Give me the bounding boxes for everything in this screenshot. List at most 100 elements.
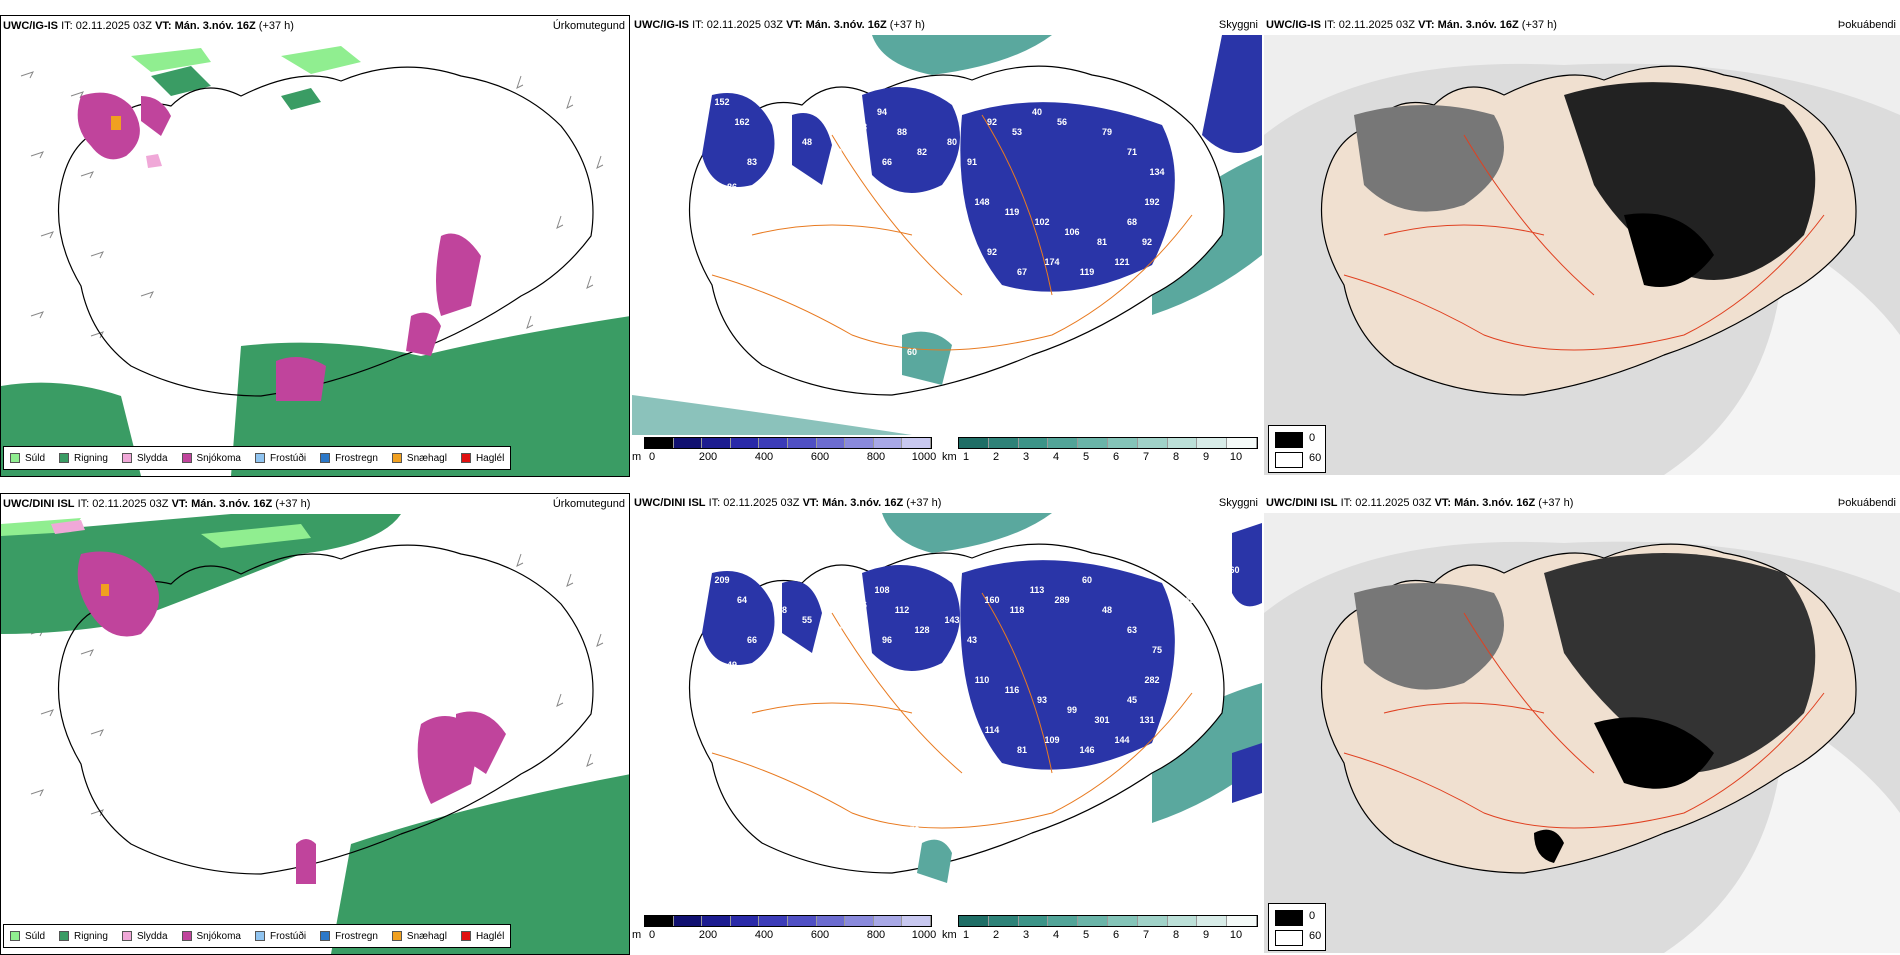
snow-level-label: 67 — [1017, 267, 1027, 277]
snow-level-label: 54 — [787, 705, 797, 715]
ice-pellet-nw — [101, 584, 109, 596]
ice-pellet-nw — [111, 116, 121, 130]
snow-level-label: 58 — [832, 625, 842, 635]
snow-east — [406, 233, 481, 356]
vis-panel-bottom: UWC/DINI ISL IT: 02.11.2025 03Z VT: Mán.… — [632, 493, 1262, 955]
snow-level-label: 75 — [1152, 645, 1162, 655]
snow-level-label: 56 — [757, 680, 767, 690]
panel-header: UWC/DINI ISL IT: 02.11.2025 03Z VT: Mán.… — [632, 493, 1262, 513]
fog-grey-west — [1354, 583, 1504, 690]
snow-level-label: 106 — [1064, 227, 1079, 237]
snow-level-label: 260 — [1224, 565, 1239, 575]
precip-legend: Súld Rigning Slydda Snjókoma Frostúði Fr… — [3, 446, 512, 470]
snow-level-label: 68 — [1127, 217, 1137, 227]
tick: 1000 — [911, 929, 937, 941]
tick: 9 — [1202, 929, 1210, 941]
snow-level-label: 92 — [987, 117, 997, 127]
legend-swatch — [121, 453, 132, 463]
tick: 4 — [1052, 451, 1060, 463]
colorbar-strip — [644, 437, 932, 449]
snow-level-label: 179 — [904, 825, 919, 835]
fog-sea-east — [1152, 683, 1262, 823]
legend-item: Frostúði — [254, 453, 306, 464]
snow-level-label: 143 — [944, 615, 959, 625]
precip-map — [1, 514, 629, 954]
legend-swatch — [59, 453, 70, 463]
vt-value: Mán. 3.nóv. 16Z — [174, 20, 256, 32]
visibility-colorbar: km 1 2 3 4 5 6 7 8 9 10 — [942, 915, 1262, 941]
rain-north — [151, 66, 321, 110]
snow-level-label: 53 — [1012, 127, 1022, 137]
panel-title: Skyggni — [1218, 19, 1258, 31]
low-ceiling-east — [960, 102, 1175, 292]
tick: 1000 — [911, 451, 937, 463]
snow-level-label: 86 — [727, 182, 737, 192]
snow-level-label: 456 — [1184, 595, 1199, 605]
sleet-nw — [146, 154, 162, 168]
tick: 10 — [1229, 451, 1243, 463]
tick: 200 — [698, 929, 718, 941]
tick: 1 — [962, 451, 970, 463]
tick: 200 — [698, 451, 718, 463]
fog-sea-north — [882, 513, 1052, 553]
snow-level-label: 88 — [897, 127, 907, 137]
drizzle-north — [131, 46, 361, 74]
fog-swatch-high — [1275, 910, 1303, 926]
snow-level-label: 82 — [917, 147, 927, 157]
fog-sea-north — [872, 35, 1052, 75]
legend-swatch — [320, 931, 331, 941]
fog-sea-south — [632, 395, 912, 435]
snow-level-label: 55 — [802, 615, 812, 625]
road-network — [711, 592, 1193, 829]
snow-level-label: 99 — [832, 147, 842, 157]
panel-header: UWC/DINI ISL IT: 02.11.2025 03Z VT: Mán.… — [1264, 493, 1900, 513]
fog-inland-south — [917, 839, 952, 883]
snow-level-label: 49 — [727, 660, 737, 670]
tick: 800 — [866, 451, 886, 463]
snow-level-label: 144 — [1114, 735, 1129, 745]
panel-title: Skyggni — [1218, 497, 1258, 509]
fog-black-core — [1624, 213, 1714, 287]
legend-swatch — [460, 931, 471, 941]
snow-level-label: 160 — [984, 595, 999, 605]
legend-item: Snæhagl — [391, 453, 447, 464]
low-ceiling-west — [702, 571, 822, 665]
snow-level-label: 92 — [1142, 237, 1152, 247]
low-ceiling-north — [862, 565, 960, 671]
snow-level-label: 76 — [857, 600, 867, 610]
snow-level-label: 60 — [1082, 575, 1092, 585]
tick: 8 — [1172, 929, 1180, 941]
snow-level-label: 48 — [802, 137, 812, 147]
snow-level-label: 45 — [1127, 695, 1137, 705]
snow-level-label: 96 — [882, 635, 892, 645]
fog-black-core — [1594, 717, 1714, 789]
snow-level-label: 118 — [1010, 605, 1025, 615]
legend-item: Frostúði — [254, 931, 306, 942]
precip-panel-bottom: UWC/DINI ISL IT: 02.11.2025 03Z VT: Mán.… — [0, 493, 630, 955]
fog-label-low: 60 — [1309, 452, 1322, 464]
snow-level-label: 79 — [1102, 127, 1112, 137]
panel-title: Þokuábendi — [1837, 497, 1896, 509]
snow-level-label: 91 — [787, 227, 797, 237]
snow-level-label: 146 — [1079, 745, 1094, 755]
snow-level-label: 48 — [1102, 605, 1112, 615]
snow-level-label: 282 — [1234, 655, 1249, 665]
tick: 600 — [810, 451, 830, 463]
road-network — [1343, 134, 1825, 351]
drizzle-north — [1, 518, 311, 548]
legend-item: Snjókoma — [181, 453, 241, 464]
snow-level-label: 40 — [1032, 107, 1042, 117]
legend-swatch — [181, 453, 192, 463]
snow-level-label: 119 — [1080, 267, 1095, 277]
snow-level-label: 121 — [1114, 257, 1129, 267]
snow-level-label: 43 — [967, 635, 977, 645]
fog-map — [1264, 35, 1900, 475]
snow-level-label: 301 — [1094, 715, 1109, 725]
snow-level-label: 64 — [737, 595, 747, 605]
fog-panel-top: UWC/IG-IS IT: 02.11.2025 03Z VT: Mán. 3.… — [1264, 15, 1900, 477]
snow-level-label: 71 — [1127, 147, 1137, 157]
panel-title: Úrkomutegund — [552, 20, 625, 32]
legend-swatch — [391, 453, 402, 463]
low-ceiling-north — [862, 87, 960, 193]
cloud-sea-ne — [1202, 35, 1262, 153]
